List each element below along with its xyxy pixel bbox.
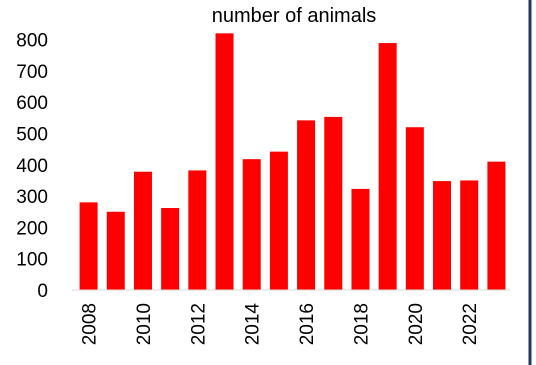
x-tick-label-2014: 2014 xyxy=(243,303,264,346)
bar-2016 xyxy=(297,120,316,290)
y-tick-label-400: 400 xyxy=(16,156,48,177)
bar-2013 xyxy=(215,33,234,291)
bar-2022 xyxy=(460,180,479,290)
bar-2021 xyxy=(433,181,452,290)
y-tick-label-100: 100 xyxy=(16,250,48,271)
x-tick-label-2008: 2008 xyxy=(80,303,101,345)
x-tick-label-2022: 2022 xyxy=(460,303,481,345)
y-tick-label-500: 500 xyxy=(16,125,48,146)
y-tick-label-800: 800 xyxy=(16,31,48,52)
x-axis-tick-labels: 2008 2010 2012 2014 2016 2018 2020 2022 xyxy=(80,303,482,346)
chart-title: number of animals xyxy=(212,5,377,27)
bar-2017 xyxy=(324,116,343,290)
x-tick-label-2018: 2018 xyxy=(351,303,372,345)
bar-2014 xyxy=(242,159,261,290)
bar-2012 xyxy=(188,170,207,290)
bar-2009 xyxy=(106,211,125,290)
bar-2011 xyxy=(161,207,180,290)
bar-2023 xyxy=(487,161,506,290)
bars-group xyxy=(79,33,506,291)
x-tick-label-2010: 2010 xyxy=(134,303,155,345)
bar-2019 xyxy=(378,43,397,290)
y-tick-label-600: 600 xyxy=(16,93,48,114)
y-tick-label-0: 0 xyxy=(37,281,48,302)
bar-2015 xyxy=(269,151,288,290)
x-tick-label-2020: 2020 xyxy=(406,303,427,345)
x-tick-label-2016: 2016 xyxy=(297,303,318,345)
y-axis-tick-labels: 0 100 200 300 400 500 600 700 800 xyxy=(16,31,48,302)
bar-2008 xyxy=(79,202,98,290)
bar-2018 xyxy=(351,188,370,290)
y-tick-label-300: 300 xyxy=(16,187,48,208)
bar-2020 xyxy=(405,127,424,291)
bar-2010 xyxy=(133,171,152,290)
y-tick-label-700: 700 xyxy=(16,62,48,83)
x-tick-label-2012: 2012 xyxy=(188,303,209,345)
y-tick-label-200: 200 xyxy=(16,218,48,239)
